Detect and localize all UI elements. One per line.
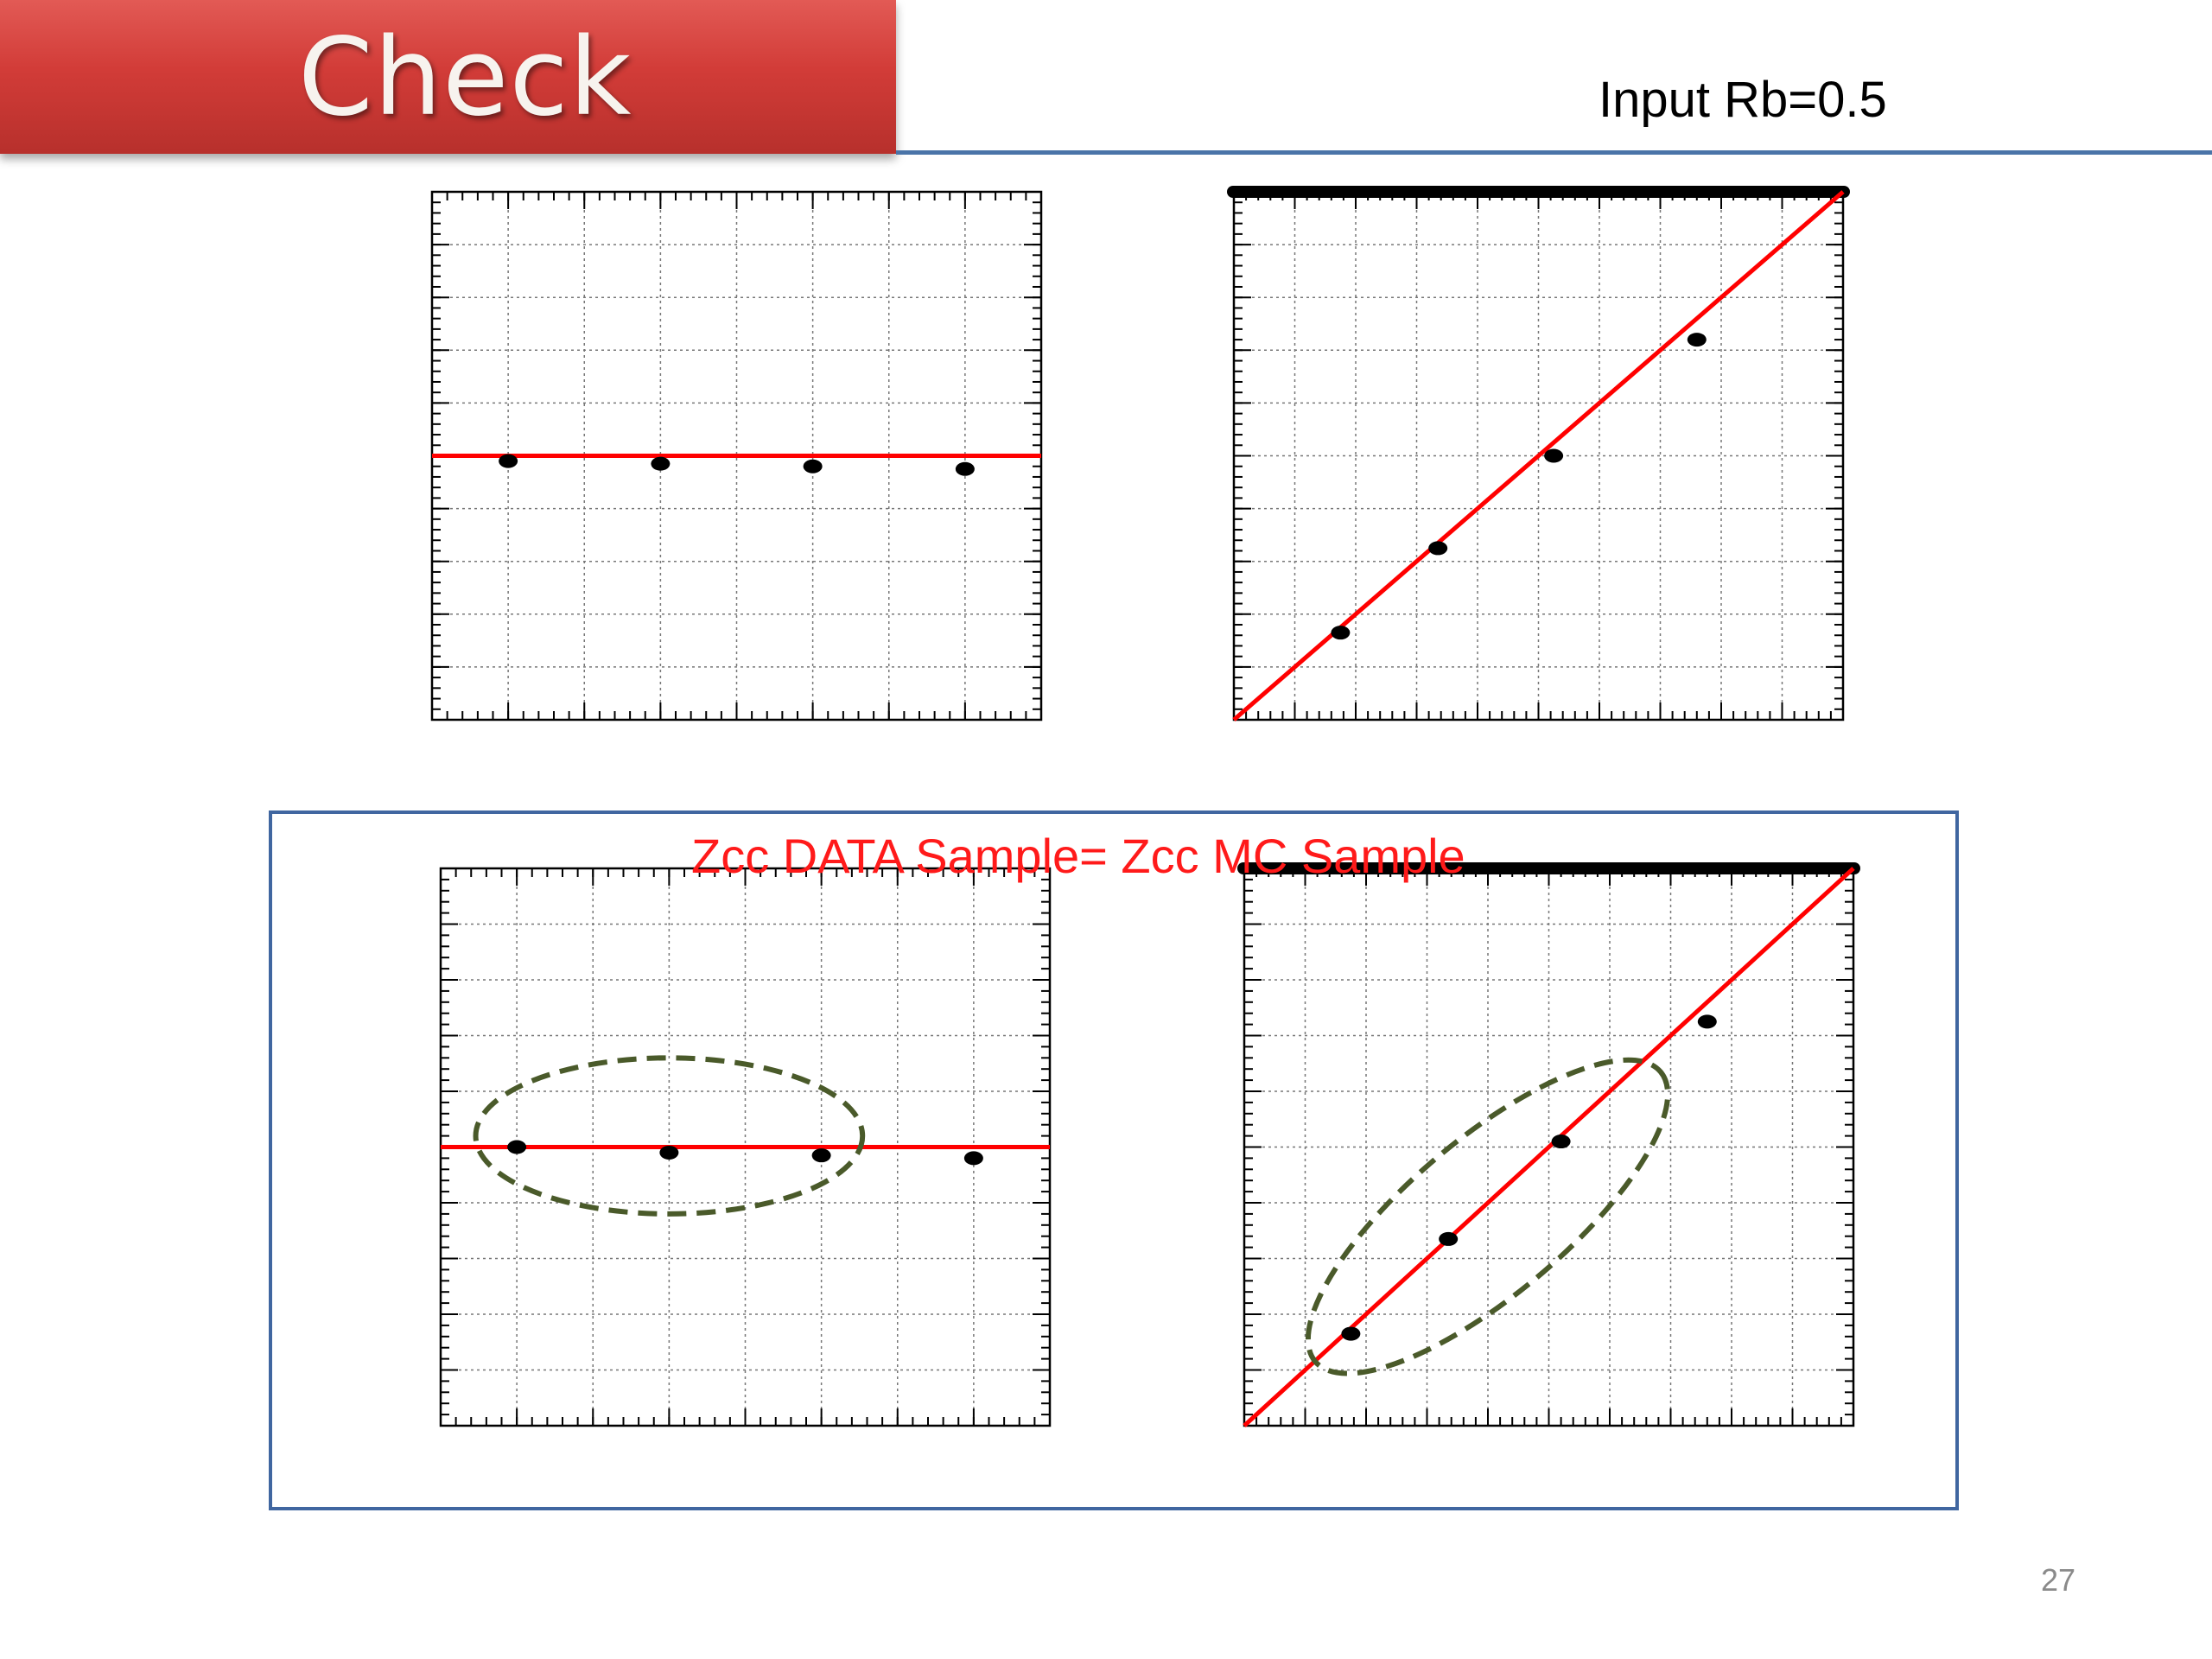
data-point xyxy=(1551,1135,1571,1149)
data-point xyxy=(955,461,975,476)
top-marker-band xyxy=(1227,186,1850,198)
data-point xyxy=(659,1145,679,1160)
data-point xyxy=(1697,1014,1717,1029)
data-point xyxy=(1544,448,1564,463)
data-point xyxy=(1428,541,1448,556)
data-point xyxy=(1341,1326,1361,1341)
box-caption: Zcc DATA Sample= Zcc MC Sample xyxy=(691,829,1465,883)
data-point xyxy=(1687,333,1707,347)
highlight-box xyxy=(269,810,1959,1510)
data-point xyxy=(651,456,671,471)
top-marker-band xyxy=(1237,862,1860,874)
data-point xyxy=(1331,626,1351,640)
slide-title: Check xyxy=(298,16,632,140)
data-point xyxy=(499,454,518,468)
data-point xyxy=(1439,1231,1459,1246)
title-banner xyxy=(0,0,896,154)
data-point xyxy=(803,459,823,474)
highlight-ellipse xyxy=(1305,1057,1671,1376)
page-number: 27 xyxy=(2041,1562,2076,1598)
data-point xyxy=(811,1148,831,1163)
header-rule xyxy=(896,150,2212,155)
data-point xyxy=(963,1151,983,1166)
data-point xyxy=(507,1140,527,1154)
highlight-ellipse xyxy=(473,1055,866,1217)
slide-subtitle: Input Rb=0.5 xyxy=(1599,72,1887,128)
